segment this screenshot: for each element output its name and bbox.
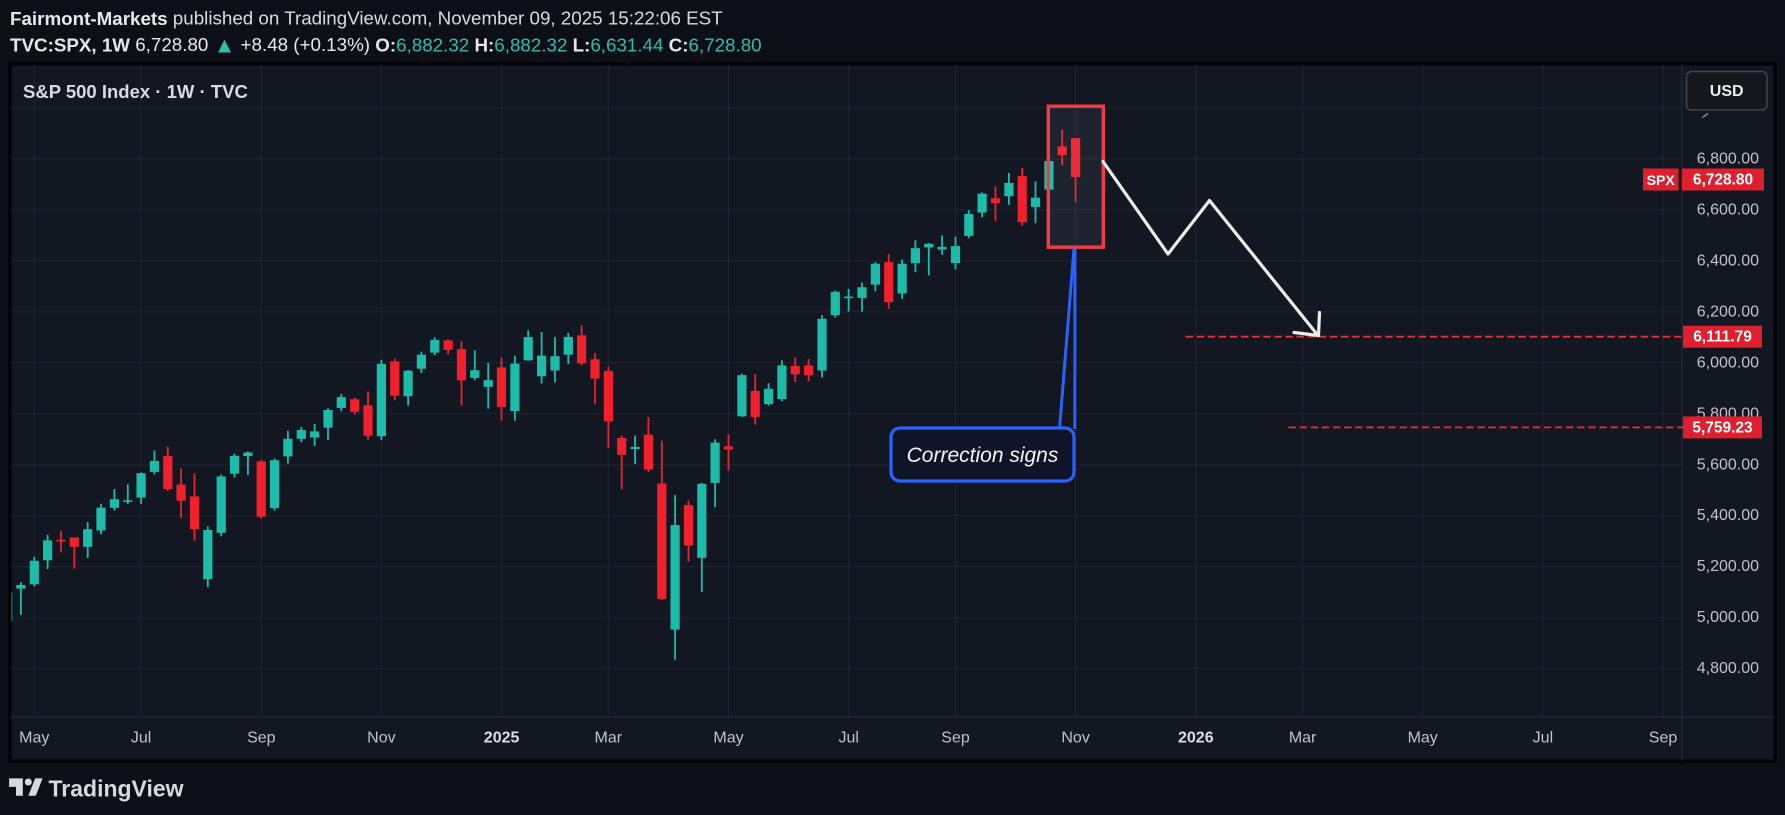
svg-text:May: May [1408, 730, 1438, 747]
svg-text:Nov: Nov [367, 730, 395, 747]
svg-text:Correction signs: Correction signs [907, 444, 1059, 467]
svg-text:5,759.23: 5,759.23 [1692, 419, 1753, 436]
svg-text:6,728.80: 6,728.80 [1693, 172, 1753, 189]
svg-text:Nov: Nov [1061, 730, 1089, 747]
svg-text:6,200.00: 6,200.00 [1697, 303, 1759, 320]
svg-text:Sep: Sep [941, 730, 970, 747]
svg-text:SPX: SPX [1647, 172, 1676, 188]
svg-text:6,600.00: 6,600.00 [1697, 202, 1759, 219]
svg-text:6,000.00: 6,000.00 [1697, 354, 1759, 371]
svg-text:4,800.00: 4,800.00 [1697, 660, 1759, 677]
svg-text:2026: 2026 [1178, 730, 1214, 747]
svg-text:5,000.00: 5,000.00 [1697, 609, 1759, 626]
svg-text:Sep: Sep [1649, 730, 1678, 747]
svg-text:6,400.00: 6,400.00 [1697, 252, 1759, 269]
svg-text:Jul: Jul [131, 730, 151, 747]
svg-text:5,600.00: 5,600.00 [1697, 456, 1759, 473]
svg-text:Mar: Mar [595, 730, 623, 747]
svg-text:Jul: Jul [1533, 730, 1553, 747]
svg-text:2025: 2025 [484, 730, 520, 747]
svg-text:5,200.00: 5,200.00 [1697, 558, 1759, 575]
svg-text:May: May [713, 730, 743, 747]
svg-text:Fairmont-Markets published on: Fairmont-Markets published on TradingVie… [10, 8, 723, 29]
svg-text:TVC:SPX, 1W 6,728.80 ▲ +8.48: TVC:SPX, 1W 6,728.80 ▲ +8.48 (+0.13%) O:… [10, 32, 762, 57]
svg-text:5,400.00: 5,400.00 [1697, 507, 1759, 524]
svg-text:Sep: Sep [247, 730, 276, 747]
svg-text:6,111.79: 6,111.79 [1693, 329, 1752, 346]
svg-text:6,800.00: 6,800.00 [1697, 151, 1759, 168]
svg-text:May: May [19, 730, 49, 747]
svg-text:Mar: Mar [1289, 730, 1317, 747]
svg-text:TradingView: TradingView [49, 776, 184, 802]
svg-text:USD: USD [1710, 83, 1744, 100]
svg-text:S&P 500 Index · 1W · TVC: S&P 500 Index · 1W · TVC [23, 81, 248, 102]
svg-text:Jul: Jul [838, 730, 858, 747]
